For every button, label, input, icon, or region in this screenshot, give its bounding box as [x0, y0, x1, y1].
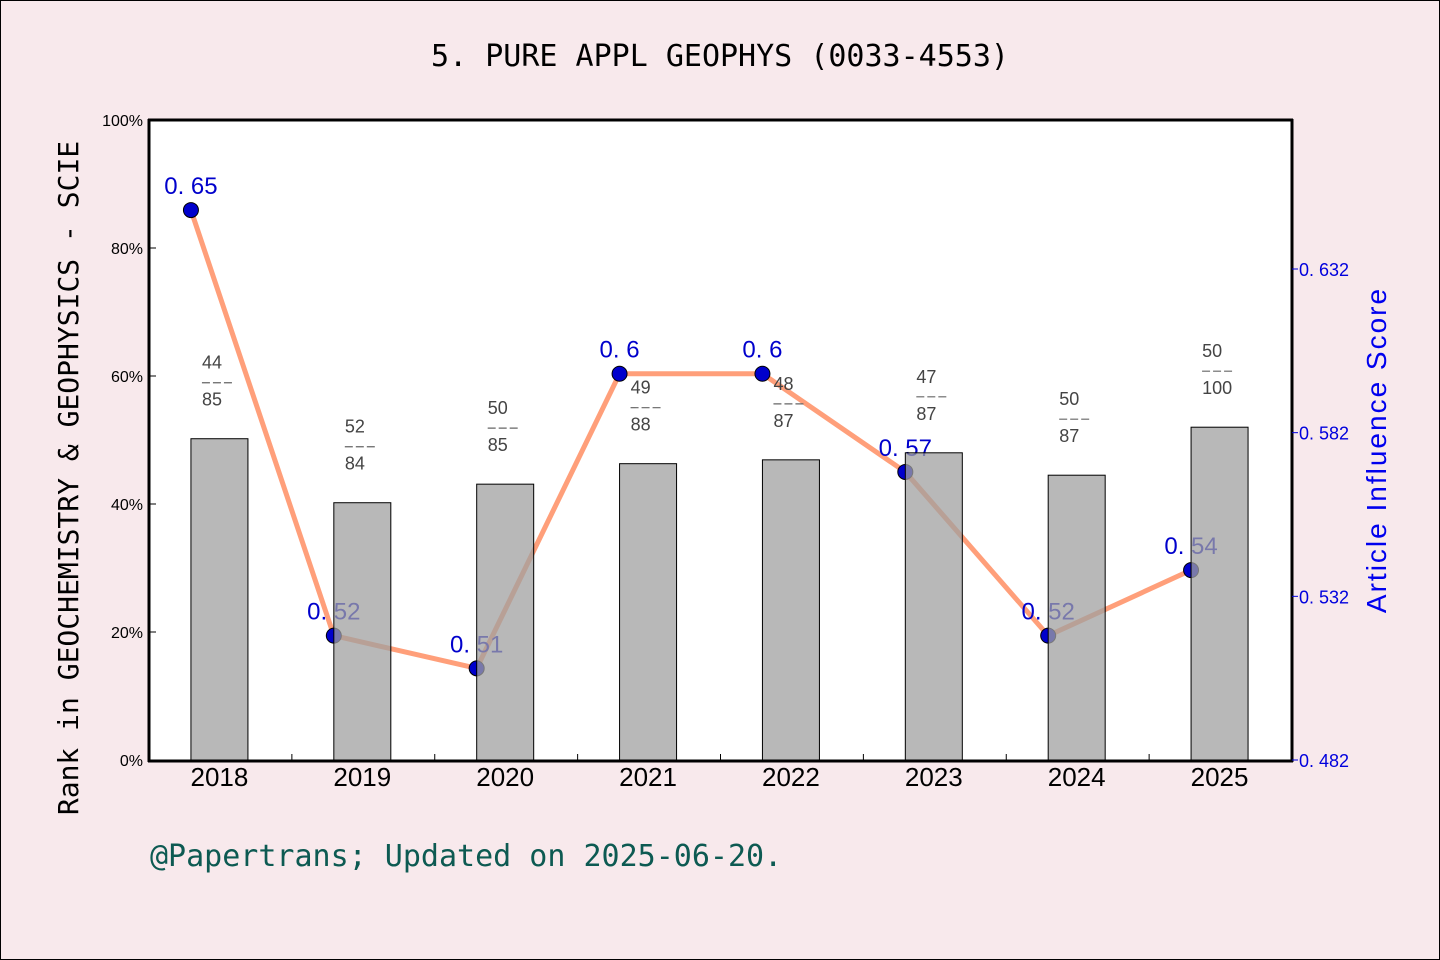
rank-bar — [904, 452, 963, 761]
x-axis-ticks: 2018 2019 2020 2021 2022 2023 2024 2025 — [191, 754, 1249, 792]
left-tick-label: 80% — [111, 241, 143, 258]
x-tick-label: 2020 — [476, 762, 534, 792]
rank-numerator: 44 — [202, 353, 222, 373]
right-tick-label: 0. 532 — [1299, 587, 1349, 607]
rank-denominator: 87 — [1059, 426, 1079, 446]
left-tick-label: 40% — [111, 497, 143, 514]
x-tick-label: 2025 — [1191, 762, 1249, 792]
x-tick-label: 2021 — [619, 762, 677, 792]
rank-denominator: 87 — [773, 411, 793, 431]
rank-numerator: 49 — [631, 378, 651, 398]
rank-numerator: 50 — [488, 398, 508, 418]
rank-denominator: 85 — [202, 390, 222, 410]
left-tick-label: 60% — [111, 369, 143, 386]
rank-fraction-labels: 44 85 52 84 50 85 49 88 48 87 47 87 50 87 50 100 — [201, 341, 1235, 474]
score-value-label: 0. 65 — [164, 173, 217, 200]
x-tick-label: 2022 — [762, 762, 820, 792]
score-value-label: 0. 6 — [742, 337, 782, 364]
rank-numerator: 50 — [1202, 341, 1222, 361]
left-axis-ticks: 0% 20% 40% 60% 80% 100% — [102, 113, 156, 770]
rank-bar — [333, 502, 392, 761]
rank-bar-series — [190, 426, 1249, 761]
score-value-label: 0. 6 — [600, 337, 640, 364]
x-tick-label: 2019 — [333, 762, 391, 792]
left-tick-label: 20% — [111, 625, 143, 642]
rank-denominator: 84 — [345, 454, 365, 474]
plot-area — [149, 120, 1292, 760]
rank-bar — [1047, 474, 1106, 761]
right-axis-ticks: 0. 482 0. 532 0. 582 0. 632 — [1292, 260, 1349, 771]
left-axis-title: Rank in GEOCHEMISTRY & GEOPHYSICS - SCIE — [52, 141, 85, 815]
right-tick-label: 0. 482 — [1299, 751, 1349, 771]
rank-denominator: 88 — [631, 415, 651, 435]
rank-bar — [1190, 426, 1249, 761]
rank-denominator: 87 — [916, 404, 936, 424]
x-tick-label: 2024 — [1048, 762, 1106, 792]
rank-denominator: 85 — [488, 435, 508, 455]
rank-numerator: 48 — [773, 374, 793, 394]
rank-numerator: 52 — [345, 417, 365, 437]
score-marker — [611, 365, 628, 382]
score-marker — [182, 202, 199, 219]
rank-numerator: 50 — [1059, 389, 1079, 409]
score-marker — [754, 365, 771, 382]
right-tick-label: 0. 582 — [1299, 424, 1349, 444]
chart-title: 5. PURE APPL GEOPHYS (0033-4553) — [431, 39, 1009, 74]
rank-bar — [476, 483, 535, 761]
right-tick-label: 0. 632 — [1299, 260, 1349, 280]
x-tick-label: 2023 — [905, 762, 963, 792]
rank-bar — [619, 463, 678, 761]
x-tick-label: 2018 — [191, 762, 249, 792]
right-axis-title: Article Influence Score — [1361, 287, 1392, 613]
rank-numerator: 47 — [916, 367, 936, 387]
left-tick-label: 100% — [102, 113, 143, 130]
rank-bar — [190, 438, 249, 761]
rank-denominator: 100 — [1202, 378, 1232, 398]
left-tick-label: 0% — [120, 753, 143, 770]
rank-bar — [761, 459, 820, 761]
footer-credit: @Papertrans; Updated on 2025-06-20. — [150, 839, 782, 874]
